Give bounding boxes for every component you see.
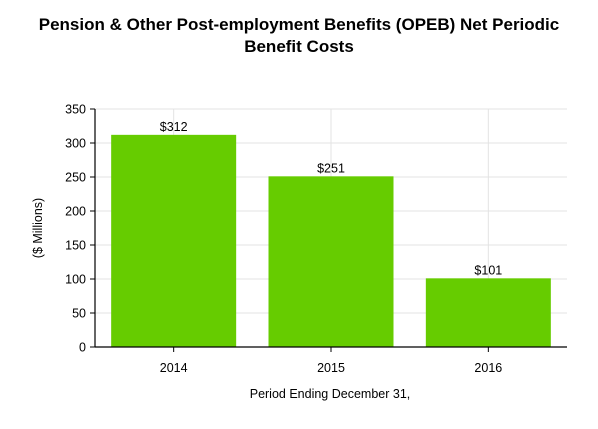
y-tick-label: 350 [65,103,86,117]
x-tick-label-2014: 2014 [160,361,188,375]
y-tick-label: 250 [65,171,86,185]
x-axis-label: Period Ending December 31, [250,387,411,401]
data-label-2014: $312 [160,120,188,134]
y-tick-label: 100 [65,273,86,287]
y-tick-label: 50 [72,307,86,321]
bar-2015 [268,176,394,347]
y-tick-label: 0 [79,341,86,355]
x-tick-label-2015: 2015 [317,361,345,375]
chart-title-line-1: Pension & Other Post-employment Benefits… [38,15,560,34]
axes [90,108,567,352]
y-tick-label: 300 [65,137,86,151]
bars [111,134,551,347]
data-labels: $312 $251 $101 [160,120,503,277]
chart-title: Pension & Other Post-employment Benefits… [0,14,598,58]
data-label-2015: $251 [317,161,345,175]
y-tick-label: 150 [65,239,86,253]
data-label-2016: $101 [474,263,502,277]
bar-2016 [425,278,551,347]
y-tick-labels: 0 50 100 150 200 250 300 350 [65,103,86,355]
x-tick-label-2016: 2016 [474,361,502,375]
y-axis-label: ($ Millions) [31,198,45,258]
y-tick-label: 200 [65,205,86,219]
x-tick-labels: 2014 2015 2016 [160,361,503,375]
chart-title-line-2: Benefit Costs [244,37,354,56]
bar-2014 [111,134,237,347]
